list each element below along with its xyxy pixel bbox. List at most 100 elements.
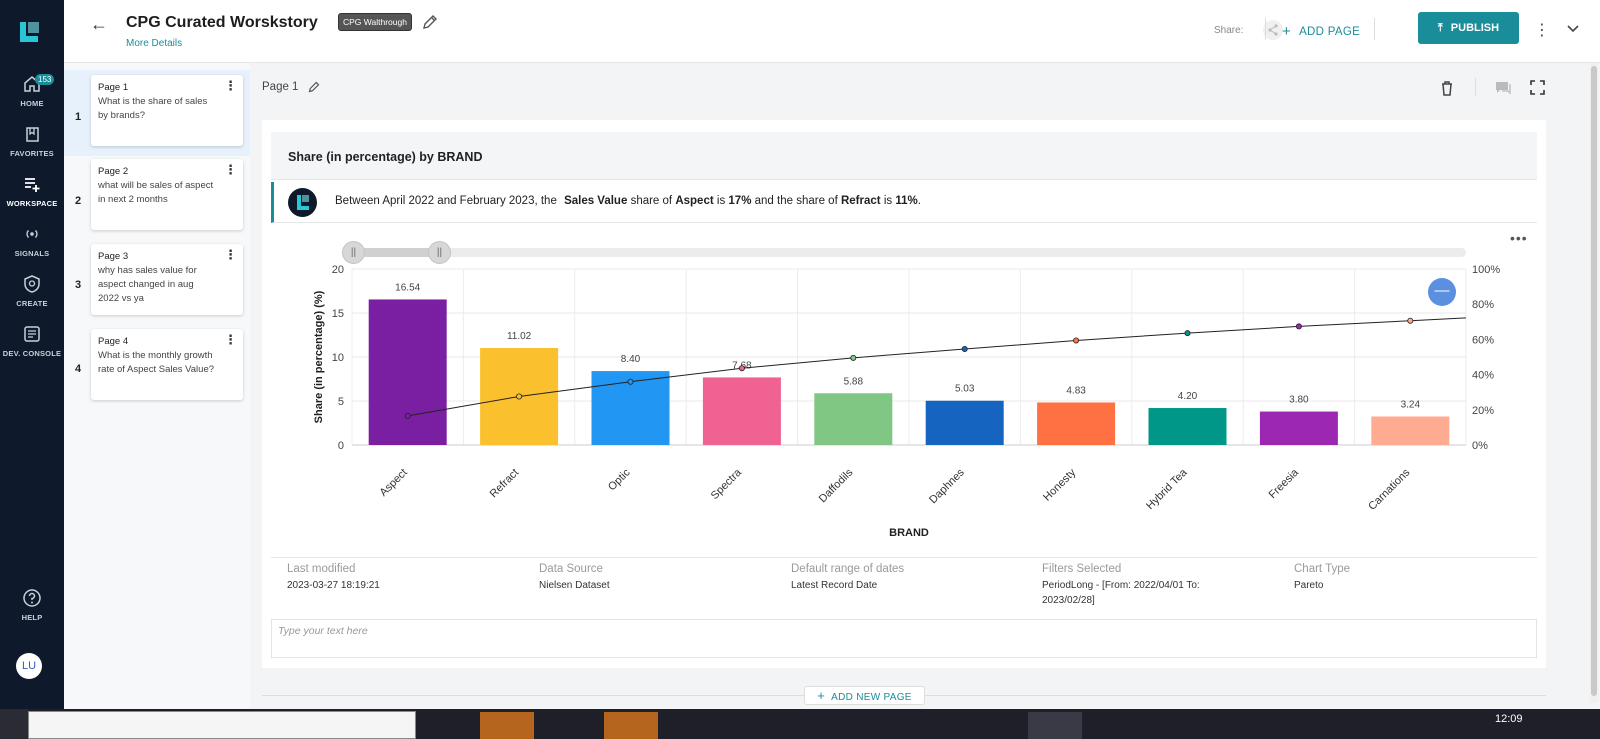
x-tick-label: Carnations [1366, 466, 1412, 512]
taskbar-app[interactable] [480, 712, 534, 739]
page-number: 3 [75, 279, 82, 291]
nav-workspace[interactable]: WORKSPACE [0, 174, 64, 208]
nav-favorites[interactable]: FAVORITES [0, 124, 64, 158]
zoom-reset-button[interactable]: — [1428, 278, 1456, 306]
page-card-desc: what will be sales of aspect in next 2 m… [98, 180, 214, 205]
y2-tick-label: 80% [1472, 299, 1494, 311]
insight-fragment: is [883, 195, 893, 207]
meta-value: Latest Record Date [791, 580, 878, 591]
toolbar-divider [1475, 78, 1476, 96]
bar-aspect [368, 299, 447, 445]
fullscreen-icon[interactable] [1530, 80, 1545, 95]
start-button[interactable] [0, 709, 28, 739]
range-slider-start-handle[interactable]: || [342, 241, 365, 264]
page-number: 1 [75, 111, 82, 123]
header: ← CPG Curated Worskstory CPG Walthrough … [64, 0, 1600, 63]
nav-create[interactable]: CREATE [0, 274, 64, 308]
back-arrow-icon[interactable]: ← [90, 14, 108, 34]
cumulative-point [1184, 330, 1191, 337]
page-menu-icon[interactable]: ⋮ [224, 78, 237, 93]
nav-create-label: CREATE [16, 299, 48, 308]
page-card-4[interactable]: Page 4 What is the monthly growth rate o… [91, 329, 243, 400]
nav-dev-console[interactable]: DEV. CONSOLE [0, 324, 64, 358]
nav-help[interactable]: HELP [0, 588, 64, 622]
notes-placeholder: Type your text here [278, 625, 368, 637]
more-details-link[interactable]: More Details [126, 38, 183, 49]
x-tick-label: Aspect [378, 467, 410, 499]
chart-menu-icon[interactable]: ••• [1510, 230, 1528, 246]
publish-label: PUBLISH [1450, 22, 1500, 34]
bar-daffodils [814, 393, 893, 445]
chart-card-title: Share (in percentage) by BRAND [288, 150, 483, 164]
y2-tick-label: 40% [1472, 370, 1494, 382]
delete-icon[interactable] [1438, 79, 1456, 97]
range-slider-selection[interactable] [354, 248, 442, 257]
bar-hybrid-tea [1148, 408, 1227, 445]
x-tick-label: Freesia [1267, 466, 1302, 501]
meta-value: 2023/02/28] [1042, 595, 1095, 606]
x-tick-label: Refract [488, 467, 522, 501]
insight-fragment: is [716, 195, 726, 207]
taskbar-app[interactable] [604, 712, 658, 739]
insight-fragment: . [917, 195, 921, 207]
bookmark-icon [26, 127, 39, 142]
notes-input[interactable]: Type your text here [271, 619, 1537, 658]
range-slider-track[interactable] [352, 248, 1466, 257]
y2-tick-label: 60% [1472, 334, 1494, 346]
page-menu-icon[interactable]: ⋮ [224, 332, 237, 347]
assistant-logo-icon [288, 188, 317, 217]
y-tick-label: 0 [338, 440, 344, 452]
chart-card: Share (in percentage) by BRAND Between A… [262, 120, 1546, 668]
cumulative-point [1407, 317, 1414, 324]
comment-icon[interactable] [1494, 79, 1512, 97]
page-card-2[interactable]: Page 2 what will be sales of aspect in n… [91, 159, 243, 230]
range-slider-end-handle[interactable]: || [428, 241, 451, 264]
page-card-title: Page 1 [98, 82, 129, 93]
insight-fragment: Between April 2022 and February 2023, th… [335, 195, 557, 207]
add-page-button[interactable]: + ADD PAGE [1282, 23, 1360, 40]
bar-data-label: 5.88 [844, 376, 864, 387]
chevron-down-icon[interactable] [1566, 22, 1580, 36]
meta-label: Filters Selected [1042, 563, 1122, 575]
cumulative-point [1073, 337, 1080, 344]
add-new-page-button[interactable]: + ADD NEW PAGE [804, 686, 925, 705]
header-divider [1374, 18, 1375, 40]
nav-signals[interactable]: SIGNALS [0, 224, 64, 258]
x-tick-label: Honesty [1041, 466, 1078, 503]
edit-page-pencil-icon[interactable] [308, 81, 320, 93]
bar-data-label: 4.83 [1066, 385, 1086, 396]
insight-banner: Between April 2022 and February 2023, th… [271, 182, 1537, 223]
nav-home[interactable]: HOME [0, 74, 64, 108]
page-list: 1 Page 1 What is the share of sales by b… [64, 63, 250, 723]
more-options-icon[interactable]: ⋮ [1534, 22, 1550, 39]
share-label: Share: [1214, 25, 1244, 36]
insight-text: Between April 2022 and February 2023, th… [335, 195, 921, 207]
bar-data-label: 3.24 [1401, 399, 1421, 410]
scrollbar-thumb[interactable] [1591, 66, 1597, 696]
taskbar-app[interactable] [1028, 712, 1082, 739]
user-avatar[interactable]: LU [16, 653, 42, 679]
page-card-1[interactable]: Page 1 What is the share of sales by bra… [91, 75, 243, 146]
page-card-title: Page 2 [98, 166, 129, 177]
taskbar-search[interactable] [28, 711, 416, 739]
share-button[interactable] [1263, 20, 1283, 40]
cumulative-point [738, 365, 745, 372]
edit-title-pencil-icon[interactable] [422, 14, 438, 30]
bar-spectra [702, 377, 781, 445]
add-new-page-label: ADD NEW PAGE [831, 692, 912, 703]
app-logo-icon[interactable] [17, 20, 41, 44]
bar-data-label: 5.03 [955, 384, 975, 395]
insight-fragment: and the [754, 195, 794, 207]
page-menu-icon[interactable]: ⋮ [224, 247, 237, 262]
page-card-desc: why has sales value for aspect changed i… [98, 265, 197, 304]
pareto-chart: 0 5 10 15 20 0% 20% 40% 60% 80% 100% 16.54 Aspect 11.… [313, 264, 1500, 539]
cumulative-point [850, 354, 857, 361]
meta-label: Chart Type [1294, 563, 1351, 575]
meta-value: 2023-03-27 18:19:21 [287, 580, 380, 591]
cumulative-point [516, 393, 523, 400]
page-menu-icon[interactable]: ⋮ [224, 162, 237, 177]
y-tick-label: 20 [332, 264, 344, 276]
publish-button[interactable]: ⤒ PUBLISH [1418, 12, 1519, 44]
page-card-3[interactable]: Page 3 why has sales value for aspect ch… [91, 244, 243, 315]
y-axis-title: Share (in percentage) (%) [313, 290, 325, 423]
